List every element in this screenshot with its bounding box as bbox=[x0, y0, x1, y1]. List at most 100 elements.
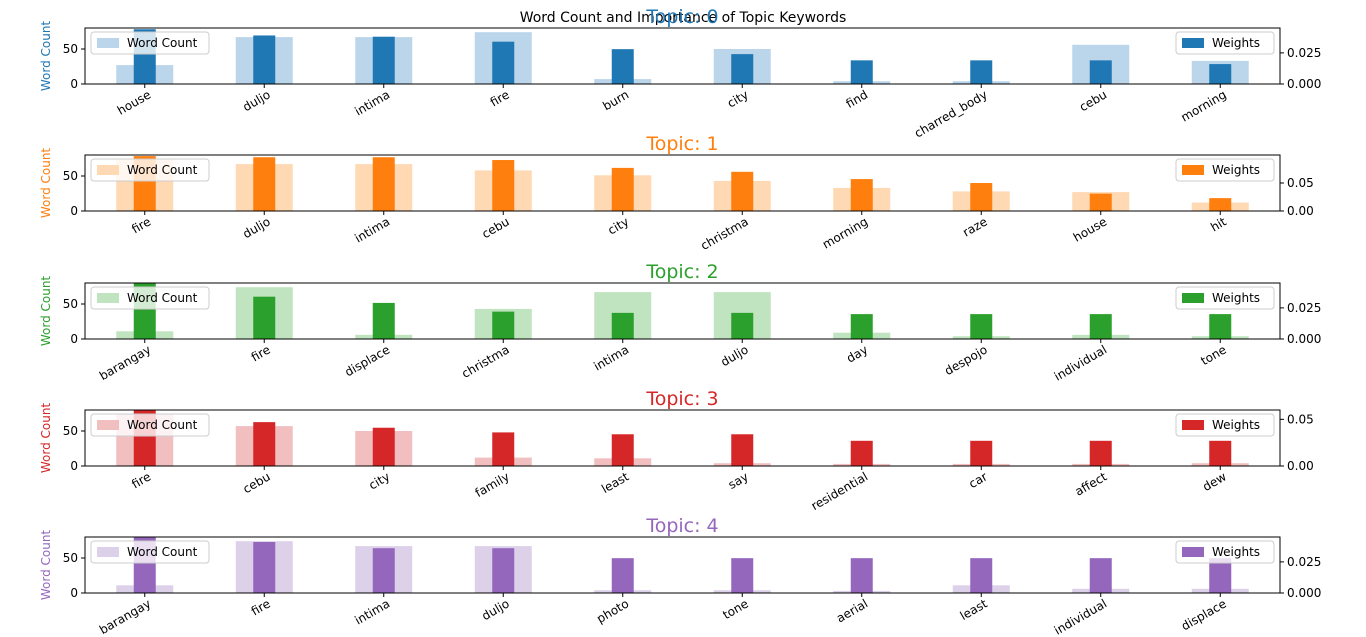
x-tick-label: intima bbox=[591, 342, 631, 373]
x-tick-label: fire bbox=[129, 469, 153, 491]
legend-label: Weights bbox=[1212, 36, 1260, 50]
legend-left: Word Count bbox=[90, 413, 210, 437]
weight-bar bbox=[1209, 558, 1232, 593]
plot-frame bbox=[84, 409, 1281, 467]
y-tick-label: 50 bbox=[63, 42, 78, 56]
y-tick-label: 0 bbox=[70, 204, 78, 218]
y-right-tick-label: 0.000 bbox=[1287, 586, 1321, 600]
x-tick-label: house bbox=[1071, 214, 1109, 244]
x-tick-label: fire bbox=[249, 342, 273, 364]
x-tick-label: residential bbox=[809, 469, 871, 513]
panel-title: Topic: 1 bbox=[645, 133, 718, 155]
weight-bar bbox=[611, 558, 634, 593]
legend-label: Weights bbox=[1212, 418, 1260, 432]
legend-left: Word Count bbox=[90, 31, 210, 55]
x-tick-label: intima bbox=[352, 596, 392, 627]
weight-bar bbox=[1209, 64, 1232, 84]
weight-bar bbox=[850, 440, 873, 466]
weight-bar bbox=[970, 60, 993, 84]
weight-bar bbox=[731, 312, 754, 339]
y-right-tick-label: 0.00 bbox=[1287, 204, 1314, 218]
weight-bar bbox=[492, 548, 515, 593]
topic-panel-3: Topic: 3 fire cebu city family least say reside… bbox=[39, 388, 1314, 513]
x-tick-label: duljo bbox=[718, 342, 750, 369]
x-tick-label: barangay bbox=[97, 596, 153, 637]
weight-bar bbox=[850, 60, 873, 84]
x-tick-label: city bbox=[366, 469, 392, 492]
x-tick-label: charred_body bbox=[912, 87, 990, 140]
x-tick-label: morning bbox=[820, 214, 870, 251]
plot-frame bbox=[84, 27, 1281, 85]
legend-box bbox=[1175, 31, 1275, 55]
weight-bar bbox=[372, 302, 395, 339]
panel-title: Topic: 3 bbox=[645, 388, 718, 410]
legend-swatch bbox=[1182, 293, 1204, 303]
topic-panel-4: Topic: 4 barangay fire intima duljo photo tone… bbox=[39, 515, 1321, 637]
weight-bar bbox=[850, 179, 873, 211]
legend-swatch bbox=[97, 165, 119, 175]
x-tick-label: photo bbox=[594, 596, 631, 625]
y-right-tick-label: 0.05 bbox=[1287, 412, 1314, 426]
plot-frame bbox=[84, 536, 1281, 594]
y-tick-label: 50 bbox=[63, 551, 78, 565]
y-right-tick-label: 0.00 bbox=[1287, 459, 1314, 473]
weight-bar bbox=[253, 422, 276, 466]
x-tick-label: fire bbox=[488, 87, 512, 109]
weight-bar bbox=[611, 312, 634, 339]
topic-panel-2: Topic: 2 barangay fire displace christma inti… bbox=[39, 261, 1321, 384]
y-tick-label: 50 bbox=[63, 424, 78, 438]
legend-label: Weights bbox=[1212, 291, 1260, 305]
legend-box bbox=[90, 286, 210, 310]
weight-bar bbox=[970, 314, 993, 339]
x-tick-label: displace bbox=[342, 342, 392, 379]
figure-title: Word Count and Importance of Topic Keywo… bbox=[519, 10, 847, 26]
y-right-tick-label: 0.025 bbox=[1287, 301, 1321, 315]
weight-bar bbox=[1089, 558, 1112, 593]
legend-box bbox=[1175, 158, 1275, 182]
legend-swatch bbox=[1182, 420, 1204, 430]
x-tick-label: cebu bbox=[240, 469, 272, 496]
legend-swatch bbox=[1182, 165, 1204, 175]
x-tick-label: individual bbox=[1052, 342, 1109, 383]
y-right-tick-label: 0.000 bbox=[1287, 332, 1321, 346]
x-tick-label: tone bbox=[1198, 342, 1228, 368]
legend-swatch bbox=[97, 38, 119, 48]
y-axis-label: Word Count bbox=[39, 276, 53, 347]
weight-bar bbox=[253, 541, 276, 593]
x-tick-label: tone bbox=[720, 596, 750, 622]
plot-frame bbox=[84, 282, 1281, 340]
legend-right: Weights bbox=[1175, 286, 1275, 310]
x-tick-label: duljo bbox=[479, 596, 511, 623]
x-tick-label: fire bbox=[129, 214, 153, 236]
legend-box bbox=[1175, 540, 1275, 564]
legend-swatch bbox=[1182, 38, 1204, 48]
legend-box bbox=[90, 158, 210, 182]
x-tick-label: christma bbox=[459, 342, 511, 380]
y-tick-label: 0 bbox=[70, 332, 78, 346]
weight-bar bbox=[372, 36, 395, 84]
x-tick-label: despojo bbox=[942, 342, 990, 378]
legend-box bbox=[1175, 286, 1275, 310]
x-tick-label: house bbox=[115, 87, 153, 117]
weight-bar bbox=[372, 427, 395, 466]
weight-bar bbox=[731, 54, 754, 84]
weight-bar bbox=[611, 49, 634, 84]
weight-bar bbox=[850, 558, 873, 593]
x-tick-label: individual bbox=[1052, 596, 1109, 637]
x-tick-label: city bbox=[725, 87, 751, 110]
x-tick-label: find bbox=[844, 87, 871, 111]
legend-left: Word Count bbox=[90, 158, 210, 182]
legend-label: Word Count bbox=[127, 418, 198, 432]
x-tick-label: burn bbox=[600, 87, 631, 113]
legend-label: Word Count bbox=[127, 36, 198, 50]
x-tick-label: raze bbox=[960, 214, 989, 239]
y-tick-label: 50 bbox=[63, 297, 78, 311]
y-axis-label: Word Count bbox=[39, 403, 53, 474]
panel-title: Topic: 2 bbox=[645, 261, 718, 283]
legend-box bbox=[90, 31, 210, 55]
weight-bar bbox=[253, 157, 276, 211]
legend-left: Word Count bbox=[90, 540, 210, 564]
y-tick-label: 50 bbox=[63, 169, 78, 183]
y-right-tick-label: 0.025 bbox=[1287, 46, 1321, 60]
